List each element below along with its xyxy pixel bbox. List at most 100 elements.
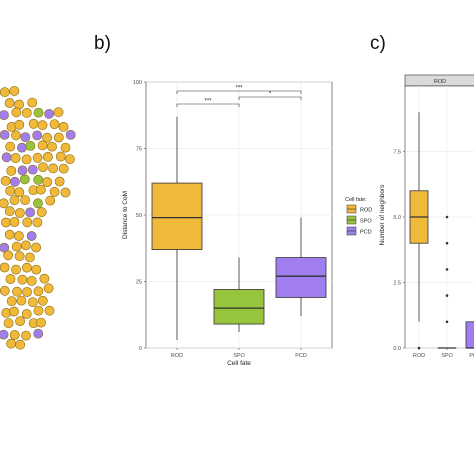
y-tick-label: 7.5: [393, 150, 401, 156]
cell-point: [0, 87, 10, 98]
panel-b-legend: Cell fate: ROD SPO PCD: [345, 197, 372, 236]
cell-point: [33, 107, 44, 118]
cell-point: [5, 141, 16, 152]
cell-point: [20, 132, 31, 142]
cell-point: [11, 130, 21, 141]
significance-label: ***: [235, 86, 243, 92]
panel-b-x-axis-title: Cell fate: [227, 360, 251, 367]
cell-point: [33, 198, 43, 209]
panel-b-significance: *******: [176, 86, 302, 107]
panel-c-y-axis-title: Number of neighbors: [379, 184, 386, 245]
cell-point: [1, 217, 11, 228]
panel-c-boxplot: ROD 0.0 2.5 5.0 7.5 ROD SPO PCD Number of nei…: [379, 74, 474, 359]
cell-point: [60, 142, 71, 153]
cell-point: [1, 152, 12, 163]
cell-point: [3, 318, 14, 328]
cell-point: [53, 132, 64, 143]
cell-point: [21, 108, 32, 118]
cell-point: [38, 162, 48, 172]
cell-point: [65, 129, 76, 140]
cell-point: [53, 107, 64, 118]
outlier-point: [445, 320, 449, 324]
cell-point: [21, 330, 31, 341]
cell-point: [9, 176, 20, 187]
x-tick-label: PCD: [469, 353, 474, 359]
cell-point: [28, 118, 39, 129]
x-tick-label: ROD: [171, 353, 183, 359]
cell-point: [20, 195, 30, 205]
panel-b-y-ticks: 0 25 50 75 100: [133, 80, 146, 352]
cell-point: [6, 165, 17, 176]
panel-b-boxes: [151, 116, 327, 341]
cell-point: [13, 231, 24, 241]
outlier-point: [445, 215, 449, 219]
legend-label-pcd: PCD: [360, 230, 372, 236]
cell-point: [36, 317, 46, 328]
cell-point: [9, 86, 20, 96]
cell-point: [55, 151, 66, 162]
cell-point: [31, 242, 41, 253]
panel-c-boxes: [409, 112, 474, 350]
y-tick-label: 25: [136, 280, 142, 286]
panel-a-cell-scatter: [0, 86, 76, 350]
cell-point: [14, 251, 25, 262]
cell-point: [16, 142, 27, 153]
panel-b-y-axis-title: Distance to CoM: [122, 191, 129, 239]
panel-b-letter: b): [94, 33, 111, 54]
significance-bracket: [176, 90, 302, 94]
cell-point: [15, 316, 25, 326]
cell-point: [0, 262, 10, 273]
cell-point: [44, 305, 55, 316]
cell-point: [0, 175, 11, 186]
cell-point: [54, 176, 65, 187]
panel-c-letter: c): [370, 33, 386, 54]
y-tick-label: 2.5: [393, 281, 401, 287]
cell-point: [58, 163, 69, 174]
cell-point: [11, 107, 22, 118]
cell-point: [6, 338, 17, 349]
cell-point: [33, 305, 44, 316]
cell-point: [10, 153, 21, 163]
cell-point: [43, 283, 54, 294]
cell-point: [16, 295, 27, 306]
cell-point: [9, 217, 20, 227]
cell-point: [26, 275, 37, 286]
y-tick-label: 0: [139, 346, 142, 352]
cell-point: [37, 295, 48, 306]
cell-point: [6, 296, 17, 307]
y-tick-label: 75: [136, 147, 142, 153]
cell-point: [17, 274, 28, 285]
cell-point: [42, 177, 53, 187]
significance-bracket: [176, 103, 240, 107]
cell-point: [22, 287, 32, 297]
cell-point: [32, 217, 43, 228]
cell-point: [0, 329, 9, 340]
outlier-point: [445, 241, 449, 245]
cell-point: [11, 264, 21, 275]
outlier-point: [417, 346, 421, 350]
cell-point: [12, 286, 22, 297]
legend-title: Cell fate:: [345, 197, 367, 203]
x-tick-label: SPO: [441, 353, 453, 359]
cell-point: [14, 208, 25, 218]
cell-point: [25, 207, 35, 218]
cell-point: [44, 109, 54, 119]
cell-point: [27, 97, 38, 108]
cell-point: [47, 141, 57, 152]
cell-point: [65, 154, 75, 164]
cell-point: [21, 262, 32, 273]
x-tick-label: ROD: [413, 353, 425, 359]
cell-point: [0, 130, 10, 140]
cell-point: [5, 185, 16, 196]
cell-point: [11, 241, 22, 252]
cell-point: [32, 130, 43, 141]
cell-point: [0, 198, 9, 209]
panel-b-x-ticks: ROD SPO PCD: [171, 348, 307, 359]
cell-point: [27, 164, 38, 175]
cell-point: [58, 122, 69, 132]
cell-point: [17, 165, 28, 176]
x-tick-label: SPO: [233, 353, 245, 359]
box-pcd: [275, 257, 327, 298]
panel-c-x-ticks: ROD SPO PCD: [413, 348, 474, 359]
